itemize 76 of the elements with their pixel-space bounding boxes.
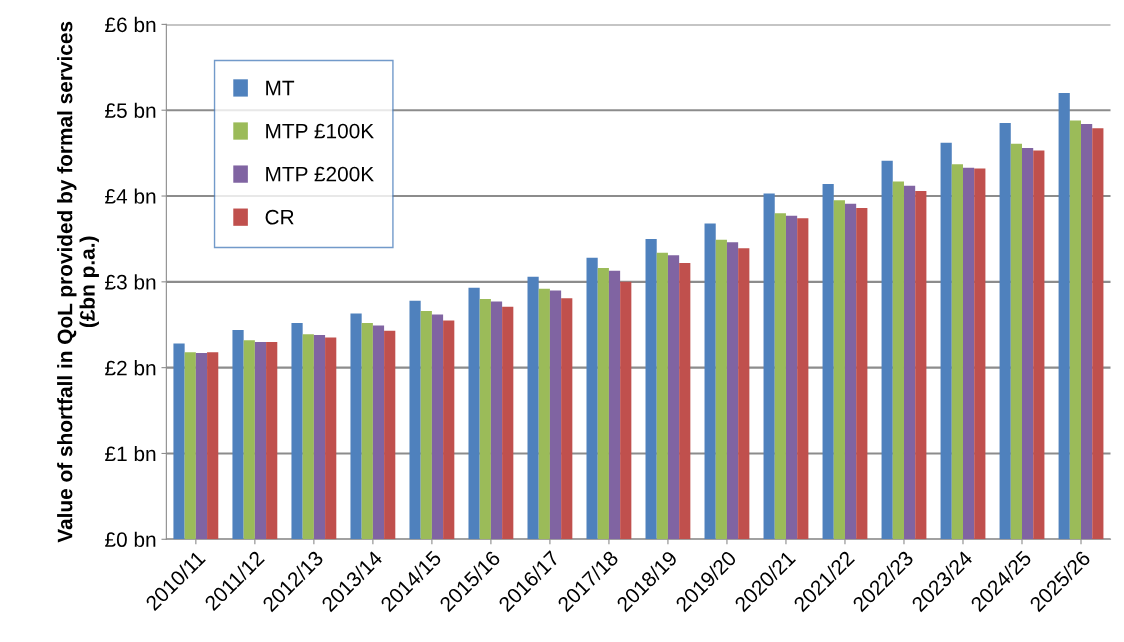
bar	[291, 323, 303, 540]
bar	[266, 341, 278, 540]
bar	[903, 185, 916, 540]
bar	[656, 252, 668, 540]
bar	[667, 255, 680, 540]
y-tick-label: £4 bn	[105, 188, 156, 204]
bar	[527, 276, 539, 540]
bar	[738, 248, 750, 540]
bar	[881, 160, 893, 540]
bar	[350, 313, 362, 540]
bar	[232, 329, 244, 540]
bar	[1058, 93, 1070, 540]
y-axis-title: Value of shortfall in QoL provided by formal services (£bn p.a.)	[57, 21, 99, 543]
bar	[409, 300, 421, 540]
legend-label: MTP £200K	[266, 166, 374, 182]
y-tick-label: £2 bn	[105, 360, 156, 376]
bar	[384, 330, 396, 540]
bar	[420, 311, 432, 540]
bar	[254, 341, 267, 540]
bar	[785, 215, 798, 540]
bar	[207, 352, 219, 540]
bar	[195, 353, 208, 540]
bar	[940, 142, 952, 540]
bar	[313, 335, 326, 540]
bar	[1010, 143, 1022, 540]
bar	[597, 268, 609, 540]
bar	[999, 123, 1011, 540]
bar	[915, 190, 927, 540]
bar	[1081, 123, 1093, 540]
bar	[822, 184, 834, 540]
bar	[502, 306, 514, 540]
bar	[561, 298, 573, 540]
bar	[468, 287, 480, 540]
bar	[184, 352, 196, 540]
bar	[372, 325, 385, 540]
bar	[645, 238, 657, 540]
bar	[361, 323, 373, 540]
bar	[833, 200, 845, 540]
bar	[679, 262, 691, 540]
bar	[243, 340, 255, 540]
bar	[325, 337, 337, 540]
y-tick-label: £1 bn	[105, 445, 156, 462]
bar	[856, 208, 868, 540]
bar	[962, 167, 975, 540]
bar	[726, 242, 739, 540]
bar	[715, 239, 727, 540]
y-tick-label: £3 bn	[105, 274, 156, 290]
bar	[1092, 128, 1104, 540]
legend-label: MTP £100K	[266, 123, 374, 139]
y-tick-label: £0 bn	[105, 531, 156, 548]
bar	[431, 314, 444, 540]
bar	[490, 301, 503, 540]
bar	[608, 270, 621, 540]
bar	[951, 164, 963, 540]
bar	[704, 223, 716, 540]
bar	[302, 334, 314, 540]
bar	[620, 281, 632, 540]
bar	[1069, 120, 1082, 540]
bar	[538, 288, 550, 540]
bar	[1022, 147, 1034, 540]
y-tick-label: £5 bn	[105, 102, 156, 118]
y-tick-label: £6 bn	[105, 16, 156, 33]
bar	[974, 168, 986, 540]
legend-label: MT	[266, 80, 295, 96]
bar	[797, 218, 809, 540]
bar	[443, 320, 455, 540]
bar	[549, 290, 562, 540]
bar	[586, 257, 598, 540]
bar	[763, 193, 775, 540]
bar	[892, 181, 904, 540]
bar	[844, 203, 857, 540]
bar	[774, 213, 786, 540]
bar	[479, 299, 491, 540]
bar	[173, 343, 185, 540]
legend-label: CR	[265, 209, 294, 225]
bar	[1033, 150, 1045, 540]
